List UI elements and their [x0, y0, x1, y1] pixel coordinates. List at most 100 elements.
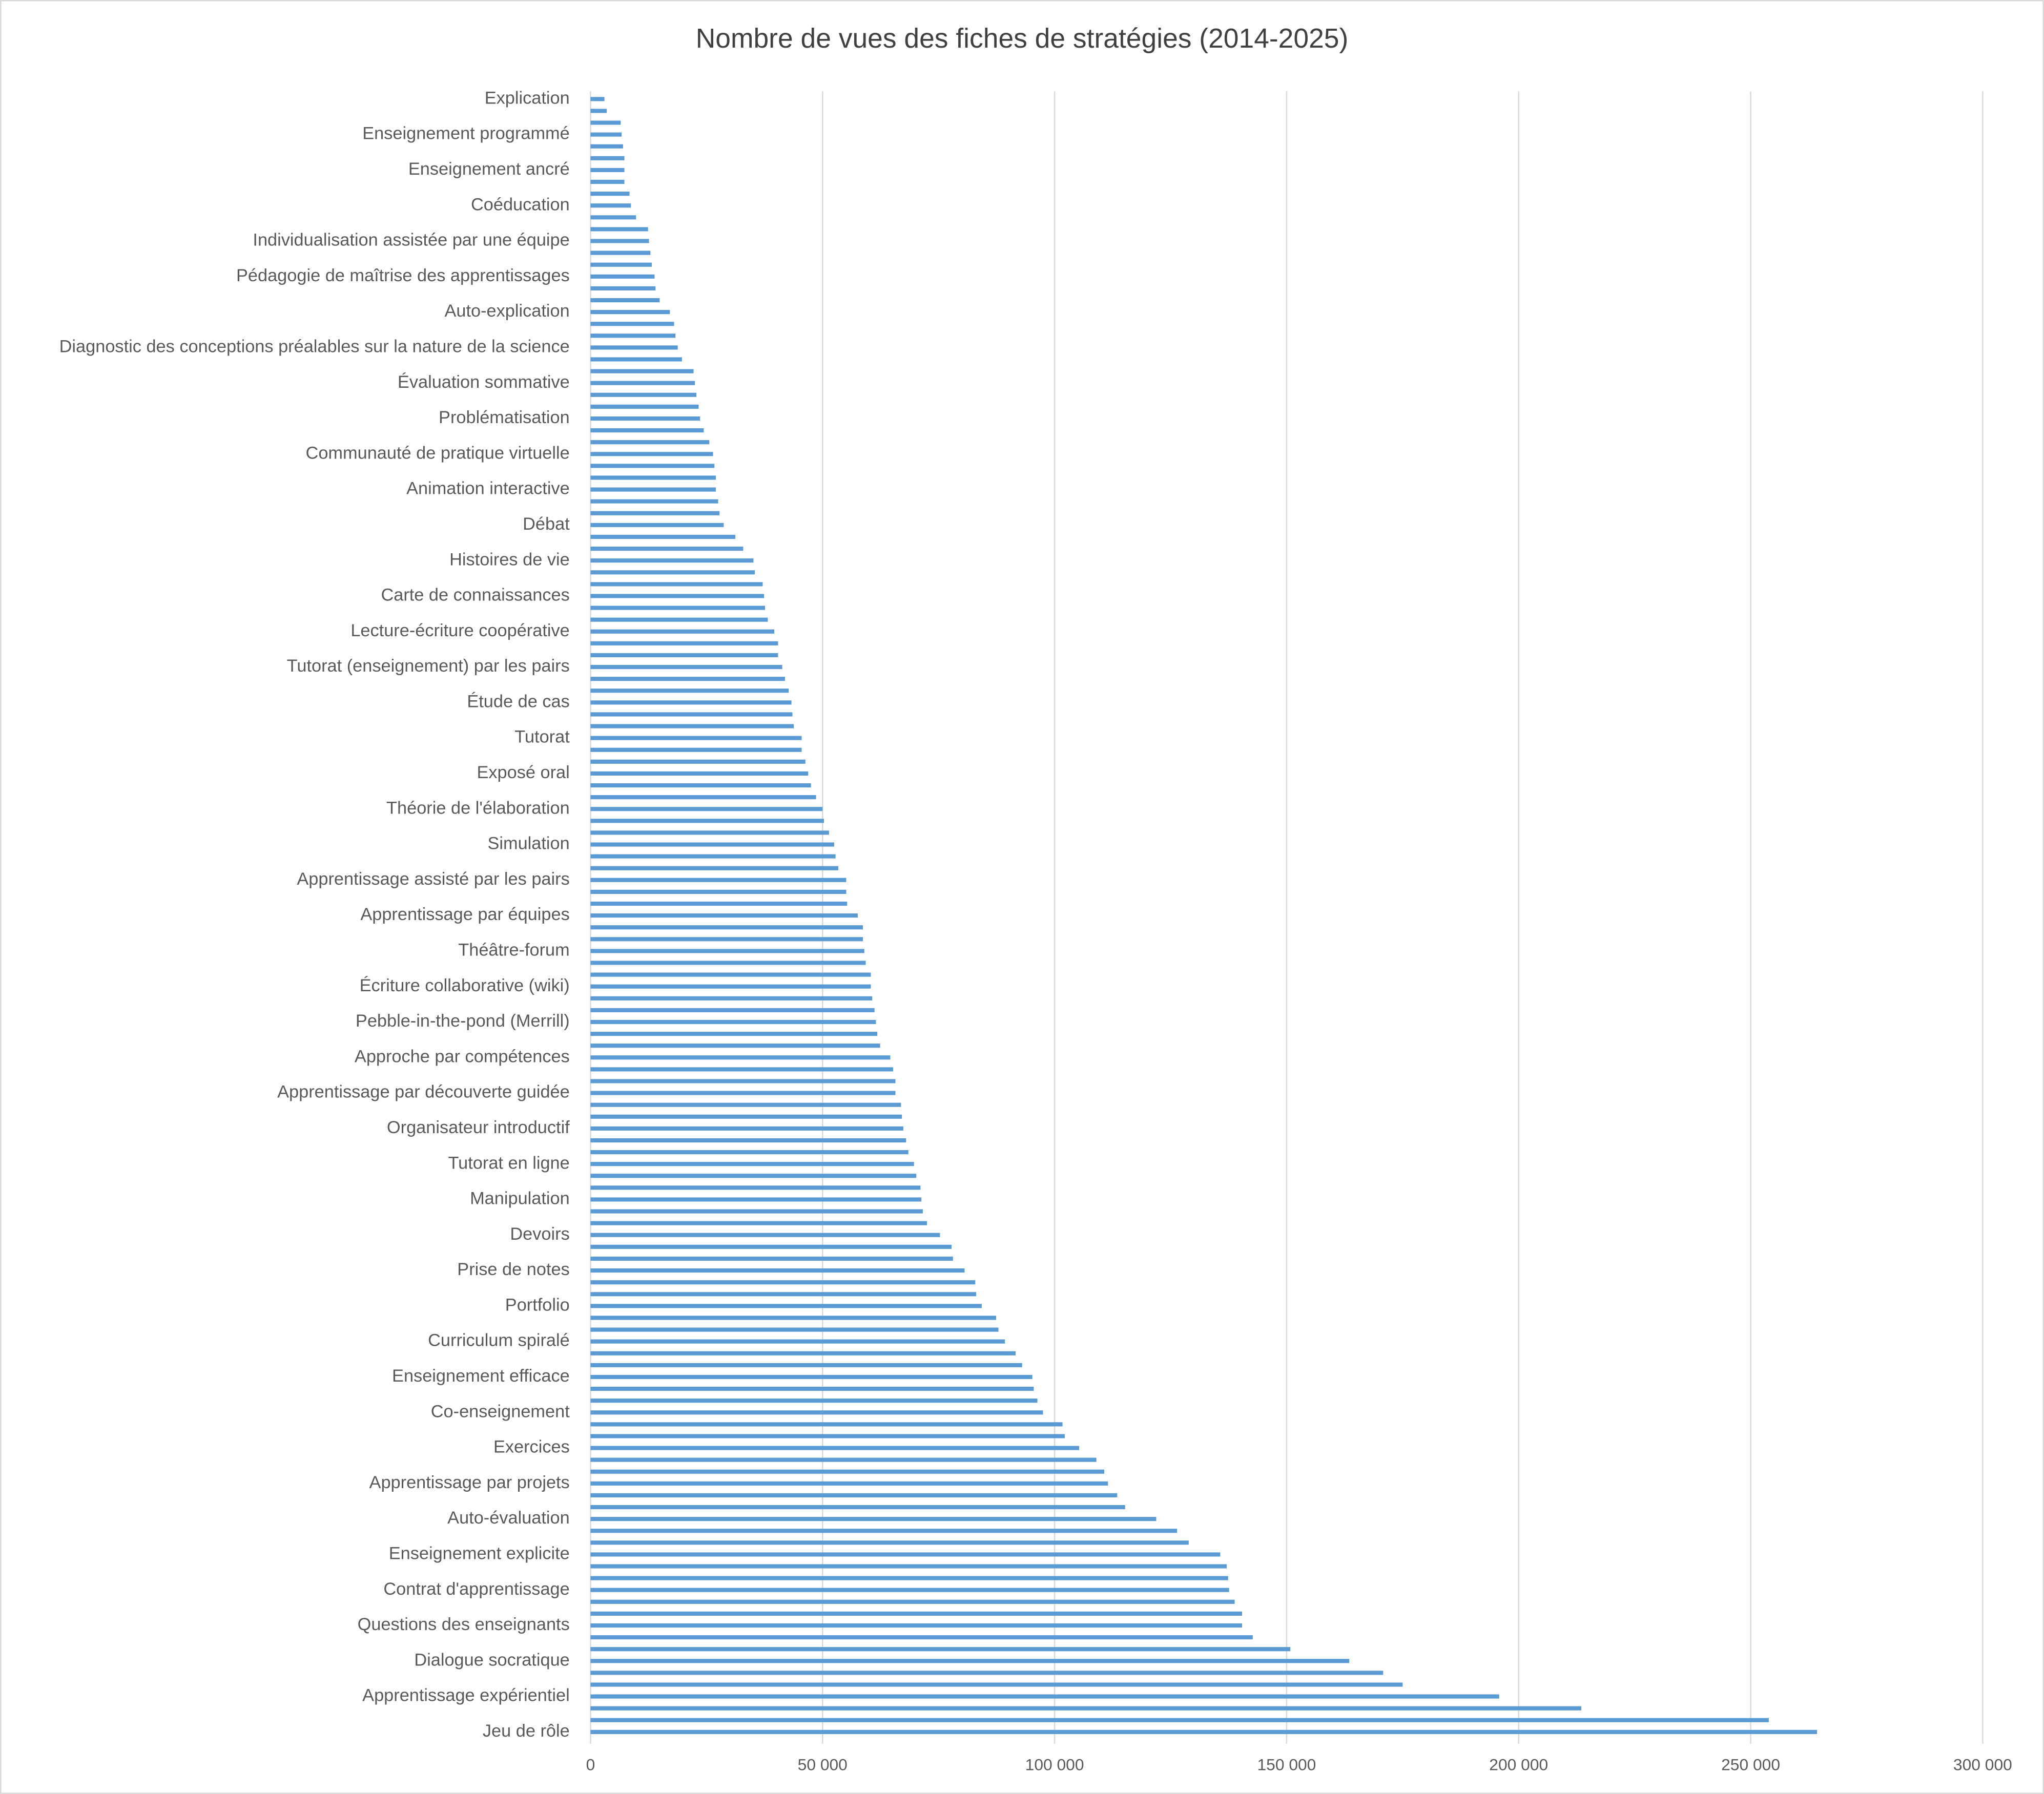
bar — [590, 1718, 1769, 1722]
y-tick-label: Coéducation — [471, 195, 570, 214]
bar — [590, 901, 848, 906]
bar — [590, 239, 649, 243]
bar — [590, 1540, 1189, 1545]
y-tick-label: Évaluation sommative — [398, 372, 570, 392]
bar — [590, 677, 785, 681]
bar — [590, 333, 676, 338]
bar — [590, 1162, 914, 1166]
bar — [590, 511, 720, 515]
bar — [590, 1552, 1221, 1557]
bar — [590, 1529, 1178, 1533]
y-tick-label: Exercices — [493, 1437, 570, 1457]
x-tick-label: 150 000 — [1257, 1755, 1316, 1774]
bar — [590, 1114, 902, 1119]
bar — [590, 345, 678, 350]
bar — [590, 1611, 1242, 1616]
bar — [590, 913, 858, 918]
bar — [590, 819, 824, 823]
bar — [590, 558, 754, 563]
bar — [590, 1576, 1228, 1580]
chart-title: Nombre de vues des fiches de stratégies … — [696, 24, 1349, 54]
bar — [590, 783, 811, 788]
y-tick-label: Débat — [523, 514, 570, 534]
bar — [590, 1469, 1105, 1474]
bar — [590, 1244, 952, 1249]
bar — [590, 1682, 1403, 1687]
y-tick-label: Questions des enseignants — [358, 1615, 570, 1634]
bar — [590, 1019, 876, 1025]
bar — [590, 1493, 1118, 1498]
bar — [590, 523, 724, 527]
bar — [590, 961, 866, 965]
y-tick-label: Contrat d'apprentissage — [383, 1579, 569, 1599]
y-tick-label: Auto-évaluation — [447, 1508, 570, 1528]
bar — [590, 227, 648, 232]
bar — [590, 464, 715, 468]
bar — [590, 1588, 1229, 1592]
y-tick-label: Devoirs — [510, 1224, 569, 1244]
bar — [590, 1268, 965, 1273]
y-tick-label: Lecture-écriture coopérative — [350, 621, 569, 640]
x-tick-label: 0 — [586, 1755, 595, 1774]
bar — [590, 144, 623, 149]
bar — [590, 878, 846, 882]
y-tick-label: Prise de notes — [457, 1260, 569, 1279]
bar — [590, 1623, 1242, 1628]
bar — [590, 1067, 893, 1072]
bar — [590, 1091, 896, 1095]
x-tick-label: 50 000 — [798, 1755, 848, 1774]
bar — [590, 949, 864, 953]
bar — [590, 1150, 909, 1155]
y-tick-label: Approche par compétences — [355, 1047, 570, 1066]
y-tick-label: Organisateur introductif — [387, 1118, 570, 1137]
bar — [590, 972, 871, 977]
bar — [590, 179, 625, 184]
bar — [590, 156, 625, 160]
y-tick-label: Apprentissage expérientiel — [362, 1686, 570, 1705]
y-tick-label: Auto-explication — [444, 301, 569, 321]
bar — [590, 109, 607, 113]
bar — [590, 1126, 903, 1131]
bar — [590, 192, 630, 196]
y-tick-label: Tutorat (enseignement) par les pairs — [287, 656, 570, 676]
bar — [590, 1517, 1157, 1521]
bar — [590, 1505, 1125, 1510]
bar — [590, 795, 816, 800]
bar — [590, 97, 605, 101]
bar — [590, 594, 765, 598]
bar — [590, 854, 836, 859]
bar — [590, 1434, 1065, 1438]
bar — [590, 1327, 999, 1332]
bar — [590, 369, 694, 373]
bar — [590, 866, 839, 870]
bar — [590, 475, 716, 480]
bar — [590, 1659, 1350, 1663]
bar — [590, 1221, 927, 1225]
bar — [590, 1044, 880, 1048]
bar — [590, 1339, 1005, 1344]
bar — [590, 1316, 996, 1320]
y-tick-label: Enseignement explicite — [389, 1544, 570, 1563]
bar — [590, 1386, 1034, 1391]
bar — [590, 570, 755, 575]
bar — [590, 664, 782, 670]
bar — [590, 1422, 1063, 1427]
bar — [590, 1102, 901, 1107]
bar — [590, 1079, 896, 1083]
bar — [590, 392, 696, 397]
bar — [590, 736, 802, 740]
y-tick-label: Étude de cas — [467, 691, 569, 711]
bar — [590, 606, 765, 610]
bar — [590, 1138, 906, 1143]
bar — [590, 1280, 976, 1285]
y-tick-label: Portfolio — [505, 1295, 570, 1315]
bar — [590, 807, 823, 811]
y-tick-label: Explication — [485, 88, 570, 108]
bar — [590, 547, 744, 551]
bar — [590, 1197, 922, 1202]
bar — [590, 1635, 1253, 1640]
bar — [590, 1457, 1097, 1462]
bar — [590, 1363, 1022, 1367]
y-tick-label: Problématisation — [439, 408, 570, 427]
